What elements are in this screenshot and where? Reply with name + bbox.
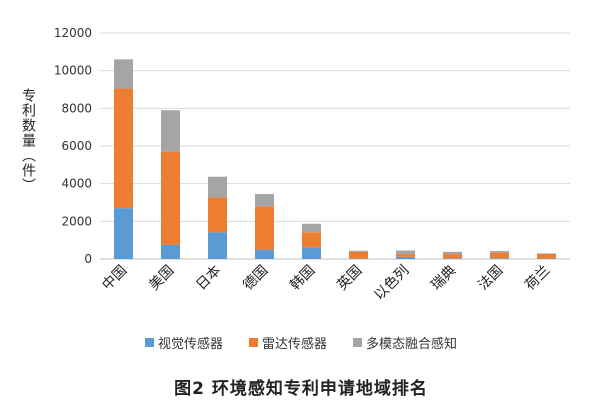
y-tick-label: 10000 <box>54 64 92 78</box>
bar-segment <box>114 88 133 209</box>
y-tick-label: 8000 <box>61 101 92 115</box>
bar-segment <box>161 110 180 152</box>
legend-label-radar: 雷达传感器 <box>261 337 327 352</box>
bar-segment <box>208 232 227 259</box>
bar-segment <box>490 252 509 259</box>
legend-item-visual: 视觉传感器 <box>144 333 223 352</box>
bar-segment <box>396 256 415 259</box>
bar-segment <box>208 176 227 198</box>
legend: 视觉传感器 雷达传感器 多模态融合感知 <box>0 333 602 352</box>
bar-segment <box>396 250 415 255</box>
x-tick-label: 荷兰 <box>522 263 553 294</box>
x-tick-label: 德国 <box>240 263 271 294</box>
legend-swatch-radar <box>248 338 258 347</box>
legend-swatch-visual <box>144 338 154 347</box>
bar-segment <box>443 258 462 259</box>
bar-segment <box>114 59 133 89</box>
bar-segment <box>302 223 321 233</box>
bar-segment <box>255 194 274 207</box>
legend-item-radar: 雷达传感器 <box>248 333 327 352</box>
legend-swatch-fusion <box>353 338 362 347</box>
bar-segment <box>255 206 274 250</box>
bar-segment <box>349 251 368 259</box>
y-tick-label: 4000 <box>61 177 92 191</box>
legend-label-fusion: 多模态融合感知 <box>366 337 458 352</box>
bar-segment <box>349 250 368 252</box>
x-tick-label: 法国 <box>475 263 506 294</box>
x-tick-label: 日本 <box>193 263 224 294</box>
y-tick-label: 2000 <box>61 214 92 228</box>
y-axis-label: 专利数量（件） <box>20 88 36 193</box>
bar-segment <box>443 254 462 259</box>
bar-segment <box>302 247 321 259</box>
bar-segment <box>255 249 274 259</box>
y-tick-label: 6000 <box>61 139 92 153</box>
bar-segment <box>114 208 133 259</box>
x-tick-label: 英国 <box>334 262 366 294</box>
y-tick-label: 12000 <box>54 26 92 40</box>
x-tick-label: 中国 <box>99 263 130 294</box>
bar-segment <box>537 253 556 259</box>
bar-segment <box>161 151 180 245</box>
bar-segment <box>161 244 180 259</box>
bar-segment <box>443 251 462 255</box>
figure-caption: 图2 环境感知专利申请地域排名 <box>174 379 428 399</box>
bar-segment <box>208 197 227 233</box>
y-tick-label: 0 <box>84 252 92 266</box>
x-tick-label: 瑞典 <box>428 263 459 294</box>
chart-plot: 0 2000 4000 6000 8000 10000 12000 中国 美国 日本 德国 韩国 英国以… <box>54 26 570 304</box>
bar-segment <box>490 251 509 253</box>
legend-item-fusion: 多模态融合感知 <box>353 333 457 352</box>
bar-segment <box>396 254 415 257</box>
legend-label-visual: 视觉传感器 <box>157 337 223 352</box>
bar-segment <box>490 258 509 259</box>
x-tick-label: 韩国 <box>287 263 318 294</box>
bar-segment <box>537 253 556 254</box>
x-tick-label: 美国 <box>146 263 177 294</box>
bar-segment <box>302 232 321 248</box>
x-tick-label: 以色列 <box>371 262 413 304</box>
